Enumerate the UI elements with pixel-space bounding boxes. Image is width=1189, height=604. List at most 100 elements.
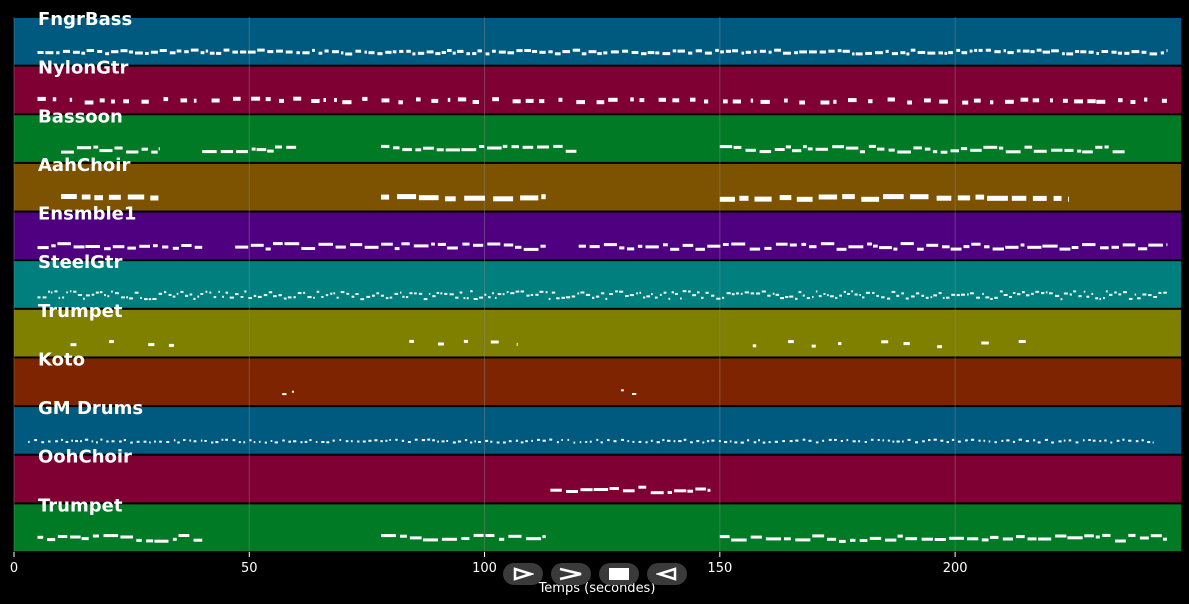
note-mark [888,148,895,152]
note-mark [840,440,843,442]
note-mark [1018,340,1026,343]
note-mark [774,440,778,443]
note-mark [702,441,705,444]
note-mark [77,294,82,296]
note-mark [736,292,739,295]
note-mark [389,439,391,441]
forward-icon [559,567,582,581]
note-mark [711,294,715,297]
note-mark [1138,247,1148,251]
note-mark [146,539,154,543]
note-mark [789,243,797,247]
note-mark [883,194,904,200]
note-mark [267,50,274,54]
note-mark [268,291,273,294]
note-mark [487,242,501,246]
note-mark [233,96,241,101]
note-mark [641,52,647,56]
note-mark [1005,150,1021,154]
note-mark [1115,539,1126,543]
note-mark [360,298,365,301]
note-mark [520,195,539,201]
note-mark [81,537,89,541]
note-mark [200,51,205,55]
note-mark [473,243,484,247]
note-mark [418,195,439,201]
note-mark [362,96,368,101]
note-mark [1149,52,1158,56]
note-mark [221,438,224,441]
note-mark [677,49,685,53]
note-mark [940,439,944,442]
note-mark [1068,196,1069,202]
note-mark [470,441,473,444]
note-mark [440,292,443,295]
note-mark [461,148,477,152]
note-mark [541,194,546,200]
note-mark [969,49,973,53]
note-mark [868,99,873,104]
stop-button[interactable] [599,563,639,585]
note-mark [62,296,65,299]
note-mark [405,296,409,299]
note-mark [263,294,268,297]
note-mark [381,242,393,246]
grid-lines [13,17,956,552]
note-mark [963,245,970,249]
note-mark [438,342,444,346]
note-mark [69,97,73,102]
note-mark [754,196,772,202]
note-mark [815,290,818,293]
note-mark [891,52,898,56]
play-button[interactable] [503,563,543,585]
note-mark [775,242,788,246]
note-mark [1111,245,1119,249]
note-mark [479,296,483,299]
note-mark [510,292,515,295]
note-mark [1141,50,1147,54]
note-mark [662,52,671,56]
note-mark [1163,291,1167,294]
note-mark [1116,439,1120,442]
note-mark [970,292,974,295]
note-mark [311,99,320,103]
note-mark [925,296,929,299]
note-mark [739,195,749,201]
note-mark [436,292,440,294]
note-mark [827,537,837,541]
forward-button[interactable] [551,563,591,585]
note-mark [1035,290,1040,293]
note-mark [428,293,431,295]
note-mark [1069,293,1072,296]
note-mark [28,440,30,443]
note-mark [445,196,456,202]
note-mark [576,100,585,105]
note-mark [169,51,176,55]
note-mark [809,245,817,249]
rewind-button[interactable] [647,563,687,585]
note-mark [492,49,496,53]
note-mark [177,441,180,444]
note-mark [845,146,859,150]
note-mark [729,440,732,443]
note-mark [750,535,762,539]
note-mark [663,291,667,294]
note-mark [520,290,525,293]
note-mark [789,440,793,443]
note-mark [503,243,514,247]
note-mark [1112,150,1125,154]
note-mark [982,292,984,295]
note-mark [229,296,234,299]
note-mark [933,294,937,297]
note-mark [932,150,938,154]
note-mark [507,51,514,55]
note-mark [900,242,914,246]
note-mark [988,440,991,443]
note-mark [523,247,539,251]
note-mark [303,291,306,294]
note-mark [940,150,948,154]
note-mark [350,440,353,443]
x-axis-ticks: 0 50 100 150 200 [10,552,968,576]
note-mark [376,292,380,295]
note-mark [166,441,170,443]
